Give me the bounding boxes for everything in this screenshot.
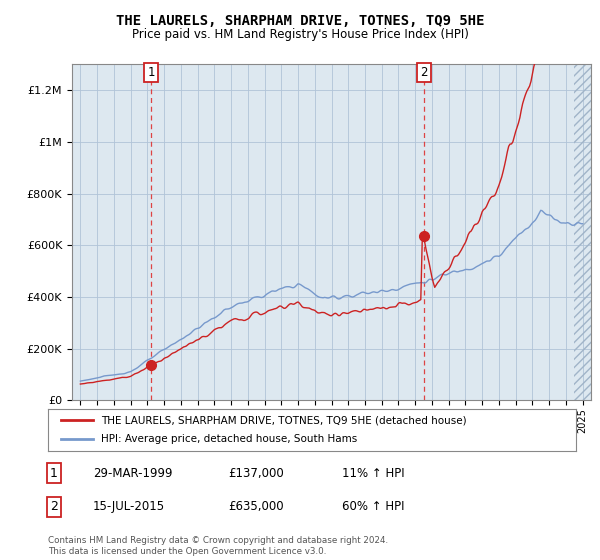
- Text: THE LAURELS, SHARPHAM DRIVE, TOTNES, TQ9 5HE (detached house): THE LAURELS, SHARPHAM DRIVE, TOTNES, TQ9…: [101, 415, 466, 425]
- Text: THE LAURELS, SHARPHAM DRIVE, TOTNES, TQ9 5HE: THE LAURELS, SHARPHAM DRIVE, TOTNES, TQ9…: [116, 14, 484, 28]
- Text: 2: 2: [50, 500, 58, 514]
- Text: HPI: Average price, detached house, South Hams: HPI: Average price, detached house, Sout…: [101, 435, 357, 445]
- Text: 1: 1: [148, 66, 155, 79]
- Text: 2: 2: [421, 66, 428, 79]
- Text: £635,000: £635,000: [228, 500, 284, 514]
- Text: 60% ↑ HPI: 60% ↑ HPI: [342, 500, 404, 514]
- Text: 15-JUL-2015: 15-JUL-2015: [93, 500, 165, 514]
- Text: 11% ↑ HPI: 11% ↑ HPI: [342, 466, 404, 480]
- Bar: [574, 64, 591, 400]
- Text: 29-MAR-1999: 29-MAR-1999: [93, 466, 173, 480]
- Text: Contains HM Land Registry data © Crown copyright and database right 2024.
This d: Contains HM Land Registry data © Crown c…: [48, 536, 388, 556]
- Text: 1: 1: [50, 466, 58, 480]
- Text: Price paid vs. HM Land Registry's House Price Index (HPI): Price paid vs. HM Land Registry's House …: [131, 28, 469, 41]
- Text: £137,000: £137,000: [228, 466, 284, 480]
